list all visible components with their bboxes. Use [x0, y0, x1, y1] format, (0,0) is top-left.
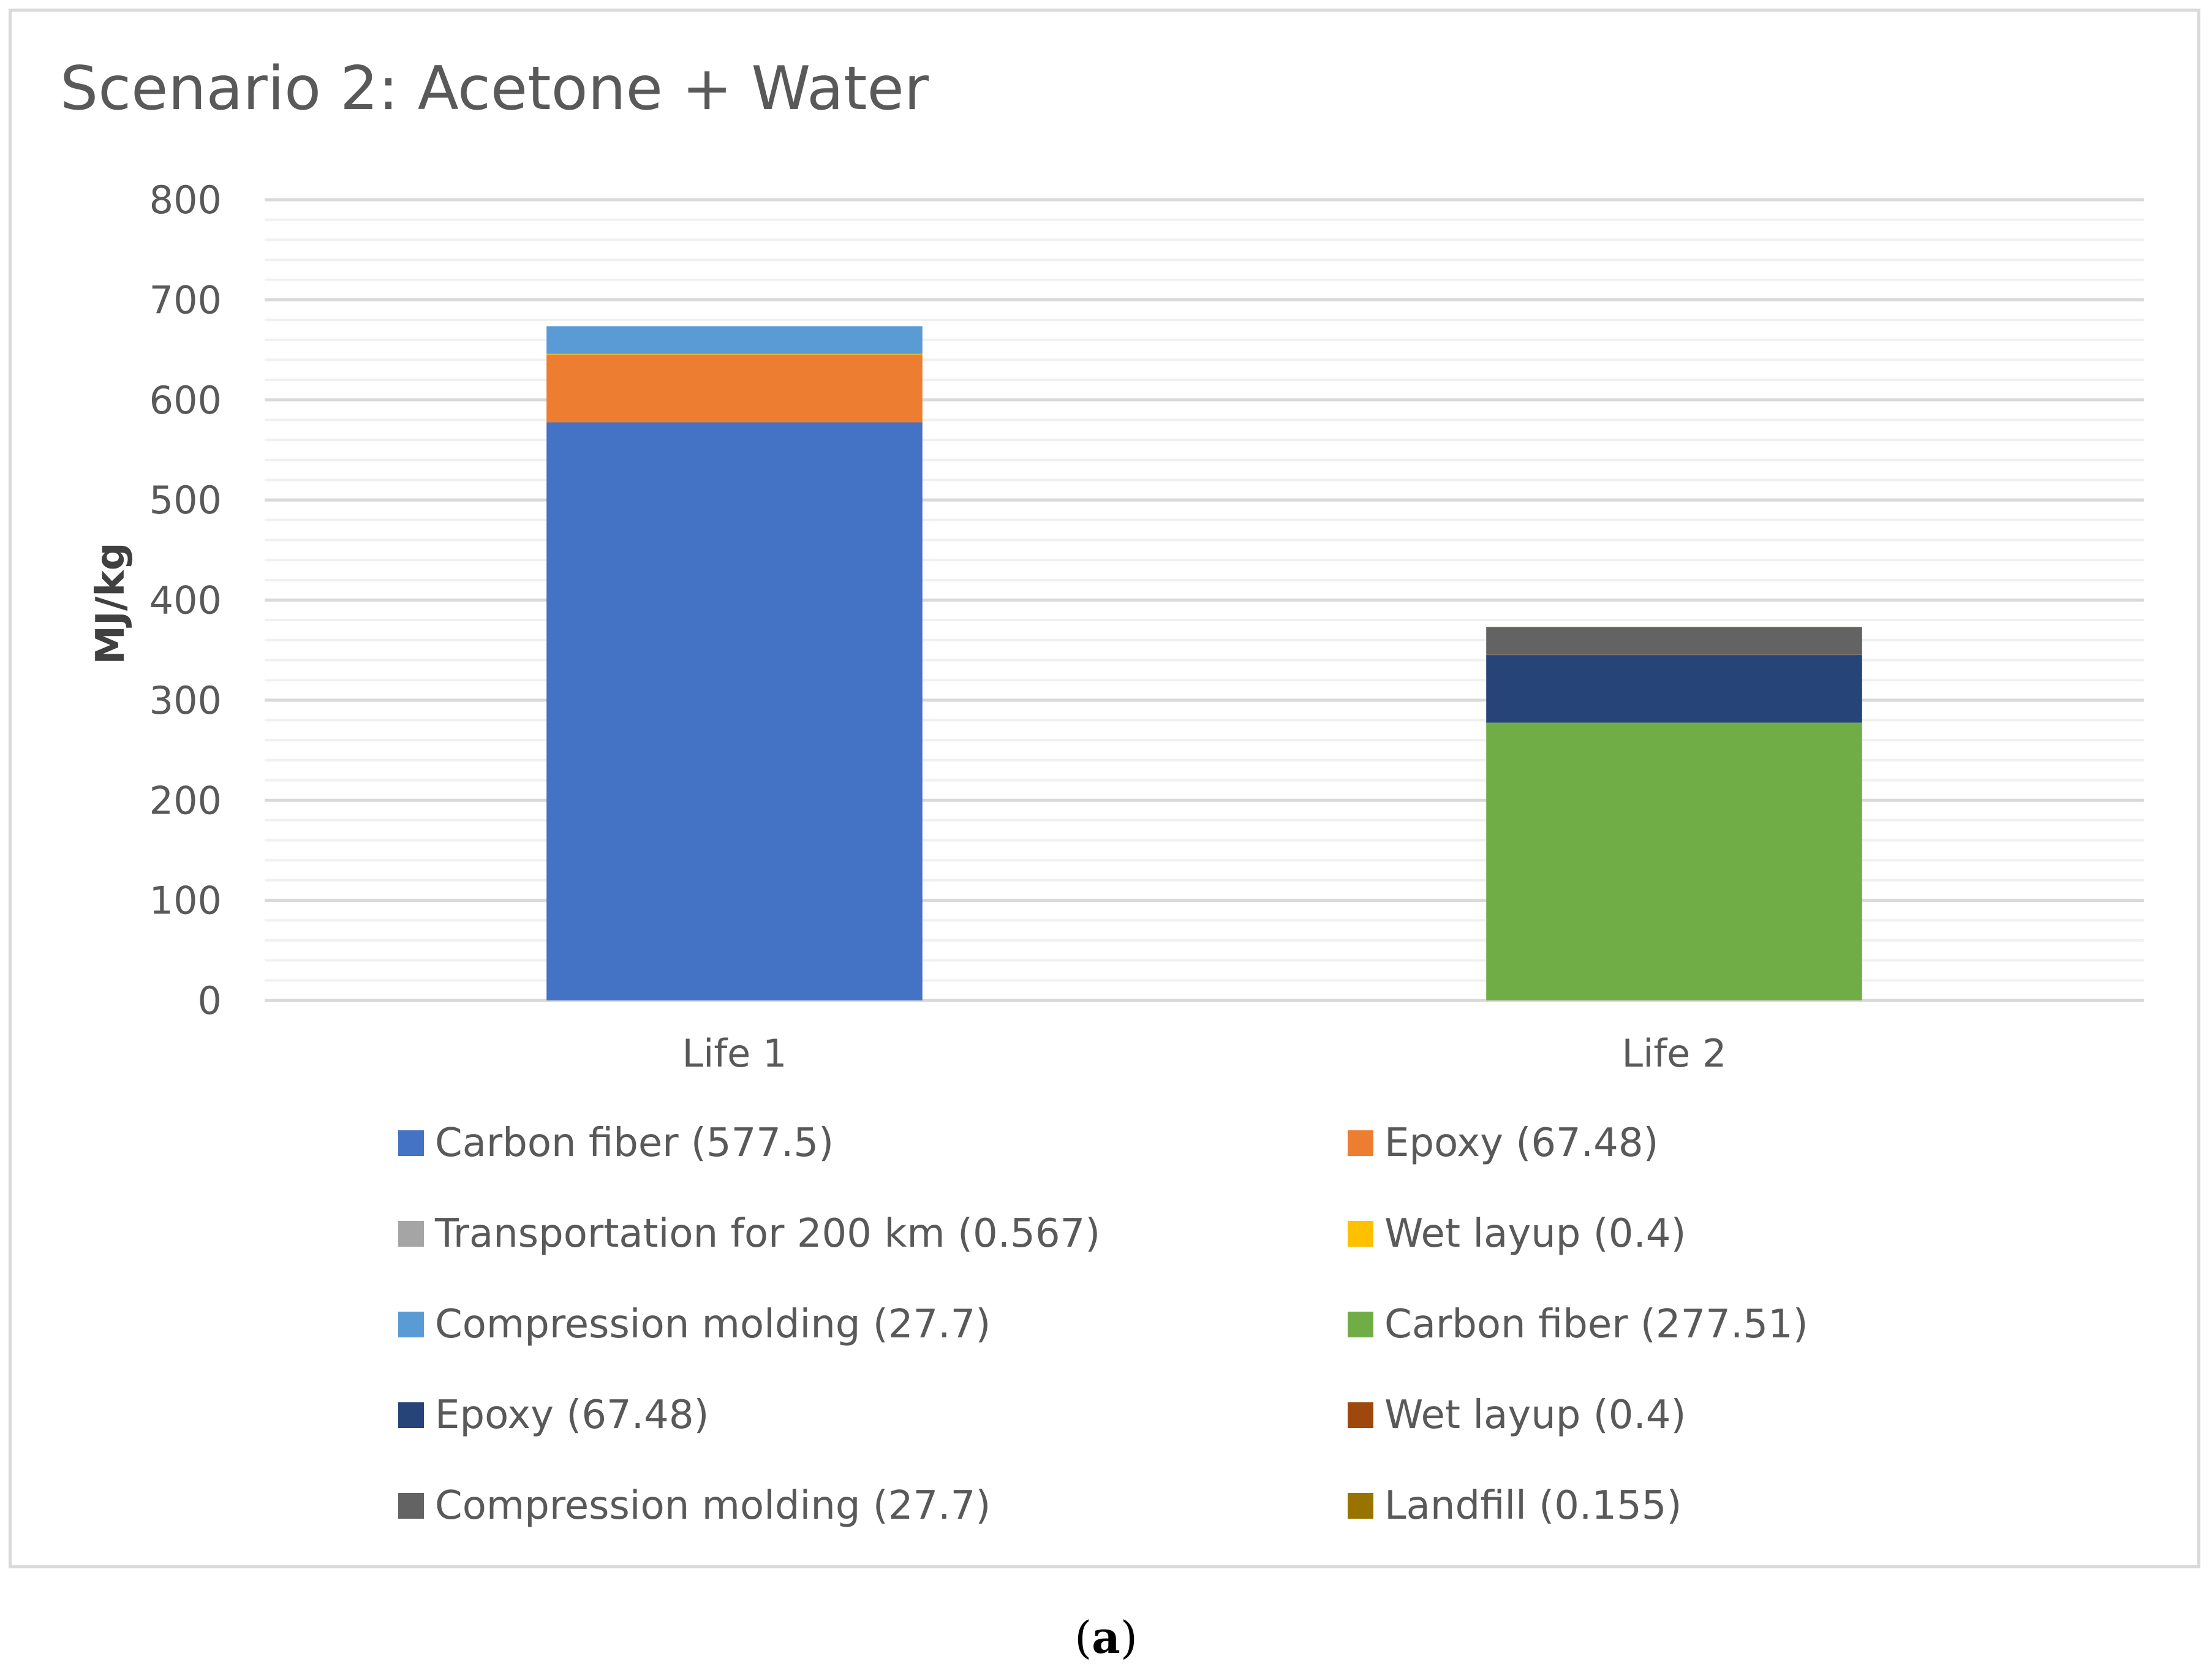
- x-tick-label: Life 1: [682, 1031, 787, 1076]
- chart-title: Scenario 2: Acetone + Water: [60, 54, 929, 124]
- legend-item: Landfill (0.155): [1348, 1481, 1682, 1530]
- legend-swatch: [398, 1312, 424, 1337]
- legend-label: Wet layup (0.4): [1384, 1393, 1686, 1438]
- y-tick-label: 500: [149, 478, 222, 523]
- legend-label: Carbon fiber (577.5): [435, 1121, 834, 1166]
- y-tick-label: 200: [149, 778, 222, 823]
- bar-segment: [1486, 654, 1862, 656]
- x-axis-ticks: Life 1 Life 2: [682, 1031, 1727, 1076]
- y-tick-label: 0: [198, 978, 222, 1023]
- bar-segment: [546, 353, 923, 355]
- legend-label: Wet layup (0.4): [1384, 1211, 1686, 1257]
- y-tick-label: 100: [149, 879, 222, 923]
- figure-caption: (a): [1074, 1611, 1138, 1663]
- bars: [546, 326, 1862, 1000]
- legend-label: Epoxy (67.48): [1384, 1121, 1659, 1166]
- legend-label: Landfill (0.155): [1384, 1483, 1682, 1529]
- legend-swatch: [398, 1493, 424, 1519]
- legend-item: Transportation for 200 km (0.567): [398, 1209, 1100, 1258]
- legend-swatch: [1348, 1402, 1373, 1428]
- legend-label: Transportation for 200 km (0.567): [435, 1211, 1101, 1257]
- legend-item: Epoxy (67.48): [1348, 1119, 1659, 1168]
- bar-segment: [1486, 627, 1862, 655]
- bar-segment: [546, 422, 923, 1000]
- legend-label: Epoxy (67.48): [435, 1393, 709, 1438]
- bar-segment: [546, 326, 923, 354]
- legend-swatch: [1348, 1312, 1373, 1337]
- legend-swatch: [398, 1402, 424, 1428]
- y-tick-label: 700: [149, 278, 222, 322]
- bar-segment: [1486, 722, 1862, 1000]
- legend-item: Wet layup (0.4): [1348, 1391, 1686, 1440]
- legend-swatch: [1348, 1493, 1373, 1519]
- y-tick-label: 300: [149, 678, 222, 723]
- legend-swatch: [1348, 1130, 1373, 1156]
- legend-item: Wet layup (0.4): [1348, 1209, 1686, 1258]
- legend-item: Epoxy (67.48): [398, 1391, 709, 1440]
- y-axis-ticks: 0 100 200 300 400 500 600 700 800: [149, 178, 222, 1023]
- y-axis-label: MJ/kg: [88, 542, 134, 664]
- bar-segment: [546, 354, 923, 355]
- legend-item: Carbon fiber (577.5): [398, 1119, 834, 1168]
- legend-label: Compression molding (27.7): [435, 1302, 991, 1347]
- legend-item: Compression molding (27.7): [398, 1300, 991, 1349]
- legend-item: Compression molding (27.7): [398, 1481, 991, 1530]
- legend-label: Carbon fiber (277.51): [1384, 1302, 1808, 1347]
- y-tick-label: 800: [149, 178, 222, 222]
- y-tick-label: 600: [149, 378, 222, 423]
- bar-segment: [546, 355, 923, 423]
- legend-swatch: [1348, 1221, 1373, 1247]
- y-tick-label: 400: [149, 578, 222, 623]
- caption-label: a: [1092, 1611, 1120, 1663]
- legend-swatch: [398, 1130, 424, 1156]
- legend-swatch: [398, 1221, 424, 1247]
- legend-label: Compression molding (27.7): [435, 1483, 991, 1529]
- x-tick-label: Life 2: [1622, 1031, 1727, 1076]
- bar-segment: [1486, 655, 1862, 723]
- legend-item: Carbon fiber (277.51): [1348, 1300, 1808, 1349]
